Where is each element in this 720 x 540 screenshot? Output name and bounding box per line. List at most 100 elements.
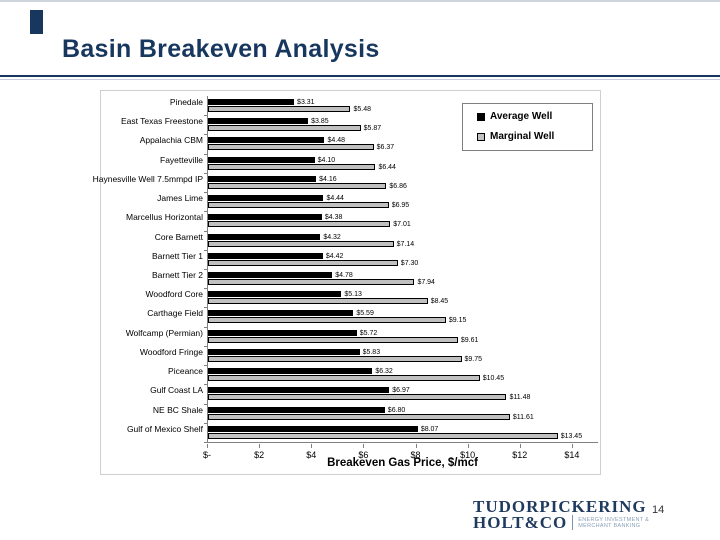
chart-row: Carthage Field $5.59 $9.15 — [147, 307, 598, 328]
x-axis-tick — [571, 444, 573, 448]
x-axis-tick — [207, 444, 208, 448]
logo-line1: TUDORPICKERING — [473, 497, 647, 516]
logo-divider — [572, 515, 574, 530]
x-axis-tick-label: $12 — [512, 450, 528, 460]
category-label: Wolfcamp (Permian) — [125, 327, 203, 338]
category-label: Gulf Coast LA — [150, 385, 203, 396]
x-axis-tick — [415, 444, 417, 448]
average-well-bar — [208, 214, 322, 221]
x-axis-tick-label: $- — [202, 450, 212, 460]
breakeven-chart: Pinedale $3.31 $5.48 East Texas Freestone $3… — [93, 90, 601, 475]
average-well-bar — [208, 406, 385, 413]
value-label: $5.59 — [356, 310, 374, 318]
title-divider — [0, 75, 720, 77]
average-well-bar — [208, 252, 323, 259]
value-label: $8.07 — [420, 425, 439, 433]
x-axis-tick-label: $10 — [460, 450, 476, 460]
page-number: 14 — [652, 504, 665, 516]
category-label: Core Barnett — [154, 231, 203, 242]
category-label: Barnett Tier 1 — [151, 250, 203, 261]
average-well-bar — [208, 329, 357, 336]
average-well-bar — [208, 156, 315, 163]
average-well-swatch-icon — [477, 112, 485, 121]
title-accent-box — [30, 10, 43, 34]
marginal-well-bar — [208, 163, 376, 170]
category-label: Woodford Fringe — [139, 346, 203, 357]
category-label: Fayetteville — [160, 154, 203, 165]
marginal-well-bar — [208, 106, 351, 112]
chart-row: Core Barnett $4.32 $7.14 — [155, 231, 598, 251]
value-label: $7.01 — [393, 221, 411, 229]
value-label: $6.37 — [376, 144, 395, 152]
value-label: $8.45 — [430, 298, 449, 306]
value-label: $5.87 — [363, 125, 382, 133]
chart-row: Barnett Tier 1 $4.42 $7.30 — [152, 250, 598, 271]
marginal-well-bar — [208, 375, 480, 382]
x-axis-tick — [259, 444, 261, 448]
category-label: Carthage Field — [147, 308, 203, 319]
legend-label-marginal-well: Marginal Well — [490, 131, 555, 142]
marginal-well-bar — [208, 278, 415, 285]
average-well-bar — [208, 310, 354, 317]
chart-row: Gulf Coast LA $6.97 $11.48 — [150, 384, 598, 405]
chart-row: Haynesville Well 7.5mmpd IP $4.16 $6.86 — [93, 173, 598, 194]
x-axis: $- $2 $4 $6 $8 $10 $12 $14 — [203, 443, 598, 465]
marginal-well-bar — [208, 413, 510, 420]
x-axis-tick — [519, 444, 521, 448]
value-label: $5.48 — [353, 106, 371, 113]
average-well-bar — [208, 99, 295, 105]
chart-row: NE BC Shale $6.80 $11.61 — [153, 404, 598, 424]
logo-tagline-line1: ENERGY INVESTMENT & — [578, 517, 650, 523]
value-label: $5.72 — [359, 329, 378, 337]
marginal-well-bar — [208, 240, 394, 247]
value-label: $6.86 — [389, 182, 407, 190]
value-label: $7.94 — [417, 278, 435, 286]
value-label: $4.78 — [335, 271, 353, 279]
average-well-bar — [208, 368, 373, 375]
category-label: NE BC Shale — [152, 404, 203, 415]
legend-item-average-well: Average Well — [477, 111, 592, 122]
chart-row: Appalachia CBM $4.48 $6.37 — [140, 134, 598, 155]
value-label: $11.61 — [512, 413, 534, 421]
average-well-bar — [208, 175, 317, 182]
category-label: Haynesville Well 7.5mmpd IP — [92, 173, 203, 184]
value-label: $9.61 — [460, 336, 479, 344]
average-well-bar — [208, 348, 360, 355]
value-label: $6.97 — [392, 387, 410, 395]
logo-tagline-line2: MERCHANT BANKING — [578, 523, 641, 529]
value-label: $4.44 — [326, 195, 344, 203]
x-axis-tick — [363, 444, 365, 448]
x-axis-tick-label: $8 — [410, 450, 421, 460]
marginal-well-bar — [208, 432, 558, 439]
value-label: $6.32 — [375, 368, 393, 376]
value-label: $11.48 — [509, 394, 531, 402]
page-title: Basin Breakeven Analysis — [62, 35, 380, 63]
x-axis-tick-label: $4 — [306, 450, 317, 460]
value-label: $9.75 — [464, 355, 483, 363]
x-axis-tick — [467, 444, 469, 448]
category-label: Appalachia CBM — [139, 135, 203, 146]
value-label: $7.30 — [400, 259, 419, 267]
logo-line2: HOLT&CO — [473, 513, 568, 532]
marginal-well-swatch-icon — [477, 132, 485, 141]
x-axis-title: Breakeven Gas Price, $/mcf — [327, 457, 478, 469]
category-label: East Texas Freestone — [120, 116, 203, 127]
value-label: $6.80 — [387, 406, 406, 414]
chart-row: James Lime $4.44 $6.95 — [157, 192, 598, 213]
category-label: Pinedale — [169, 97, 203, 107]
chart-legend: Average Well Marginal Well — [462, 103, 593, 151]
marginal-well-bar — [208, 259, 398, 266]
category-label: Barnett Tier 2 — [151, 269, 203, 280]
chart-row: Woodford Core $5.13 $8.45 — [146, 288, 598, 309]
value-label: $13.45 — [560, 432, 583, 440]
value-label: $7.14 — [396, 240, 415, 248]
marginal-well-bar — [208, 394, 507, 401]
chart-row: Wolfcamp (Permian) $5.72 $9.61 — [126, 327, 598, 348]
chart-row: Woodford Fringe $5.83 $9.75 — [140, 346, 598, 367]
chart-row: Fayetteville $4.10 $6.44 — [160, 154, 598, 175]
average-well-bar — [208, 233, 321, 240]
value-label: $4.38 — [324, 214, 343, 222]
value-label: $5.83 — [362, 348, 381, 356]
marginal-well-bar — [208, 317, 446, 324]
chart-row: Marcellus Horizontal $4.38 $7.01 — [126, 211, 598, 232]
